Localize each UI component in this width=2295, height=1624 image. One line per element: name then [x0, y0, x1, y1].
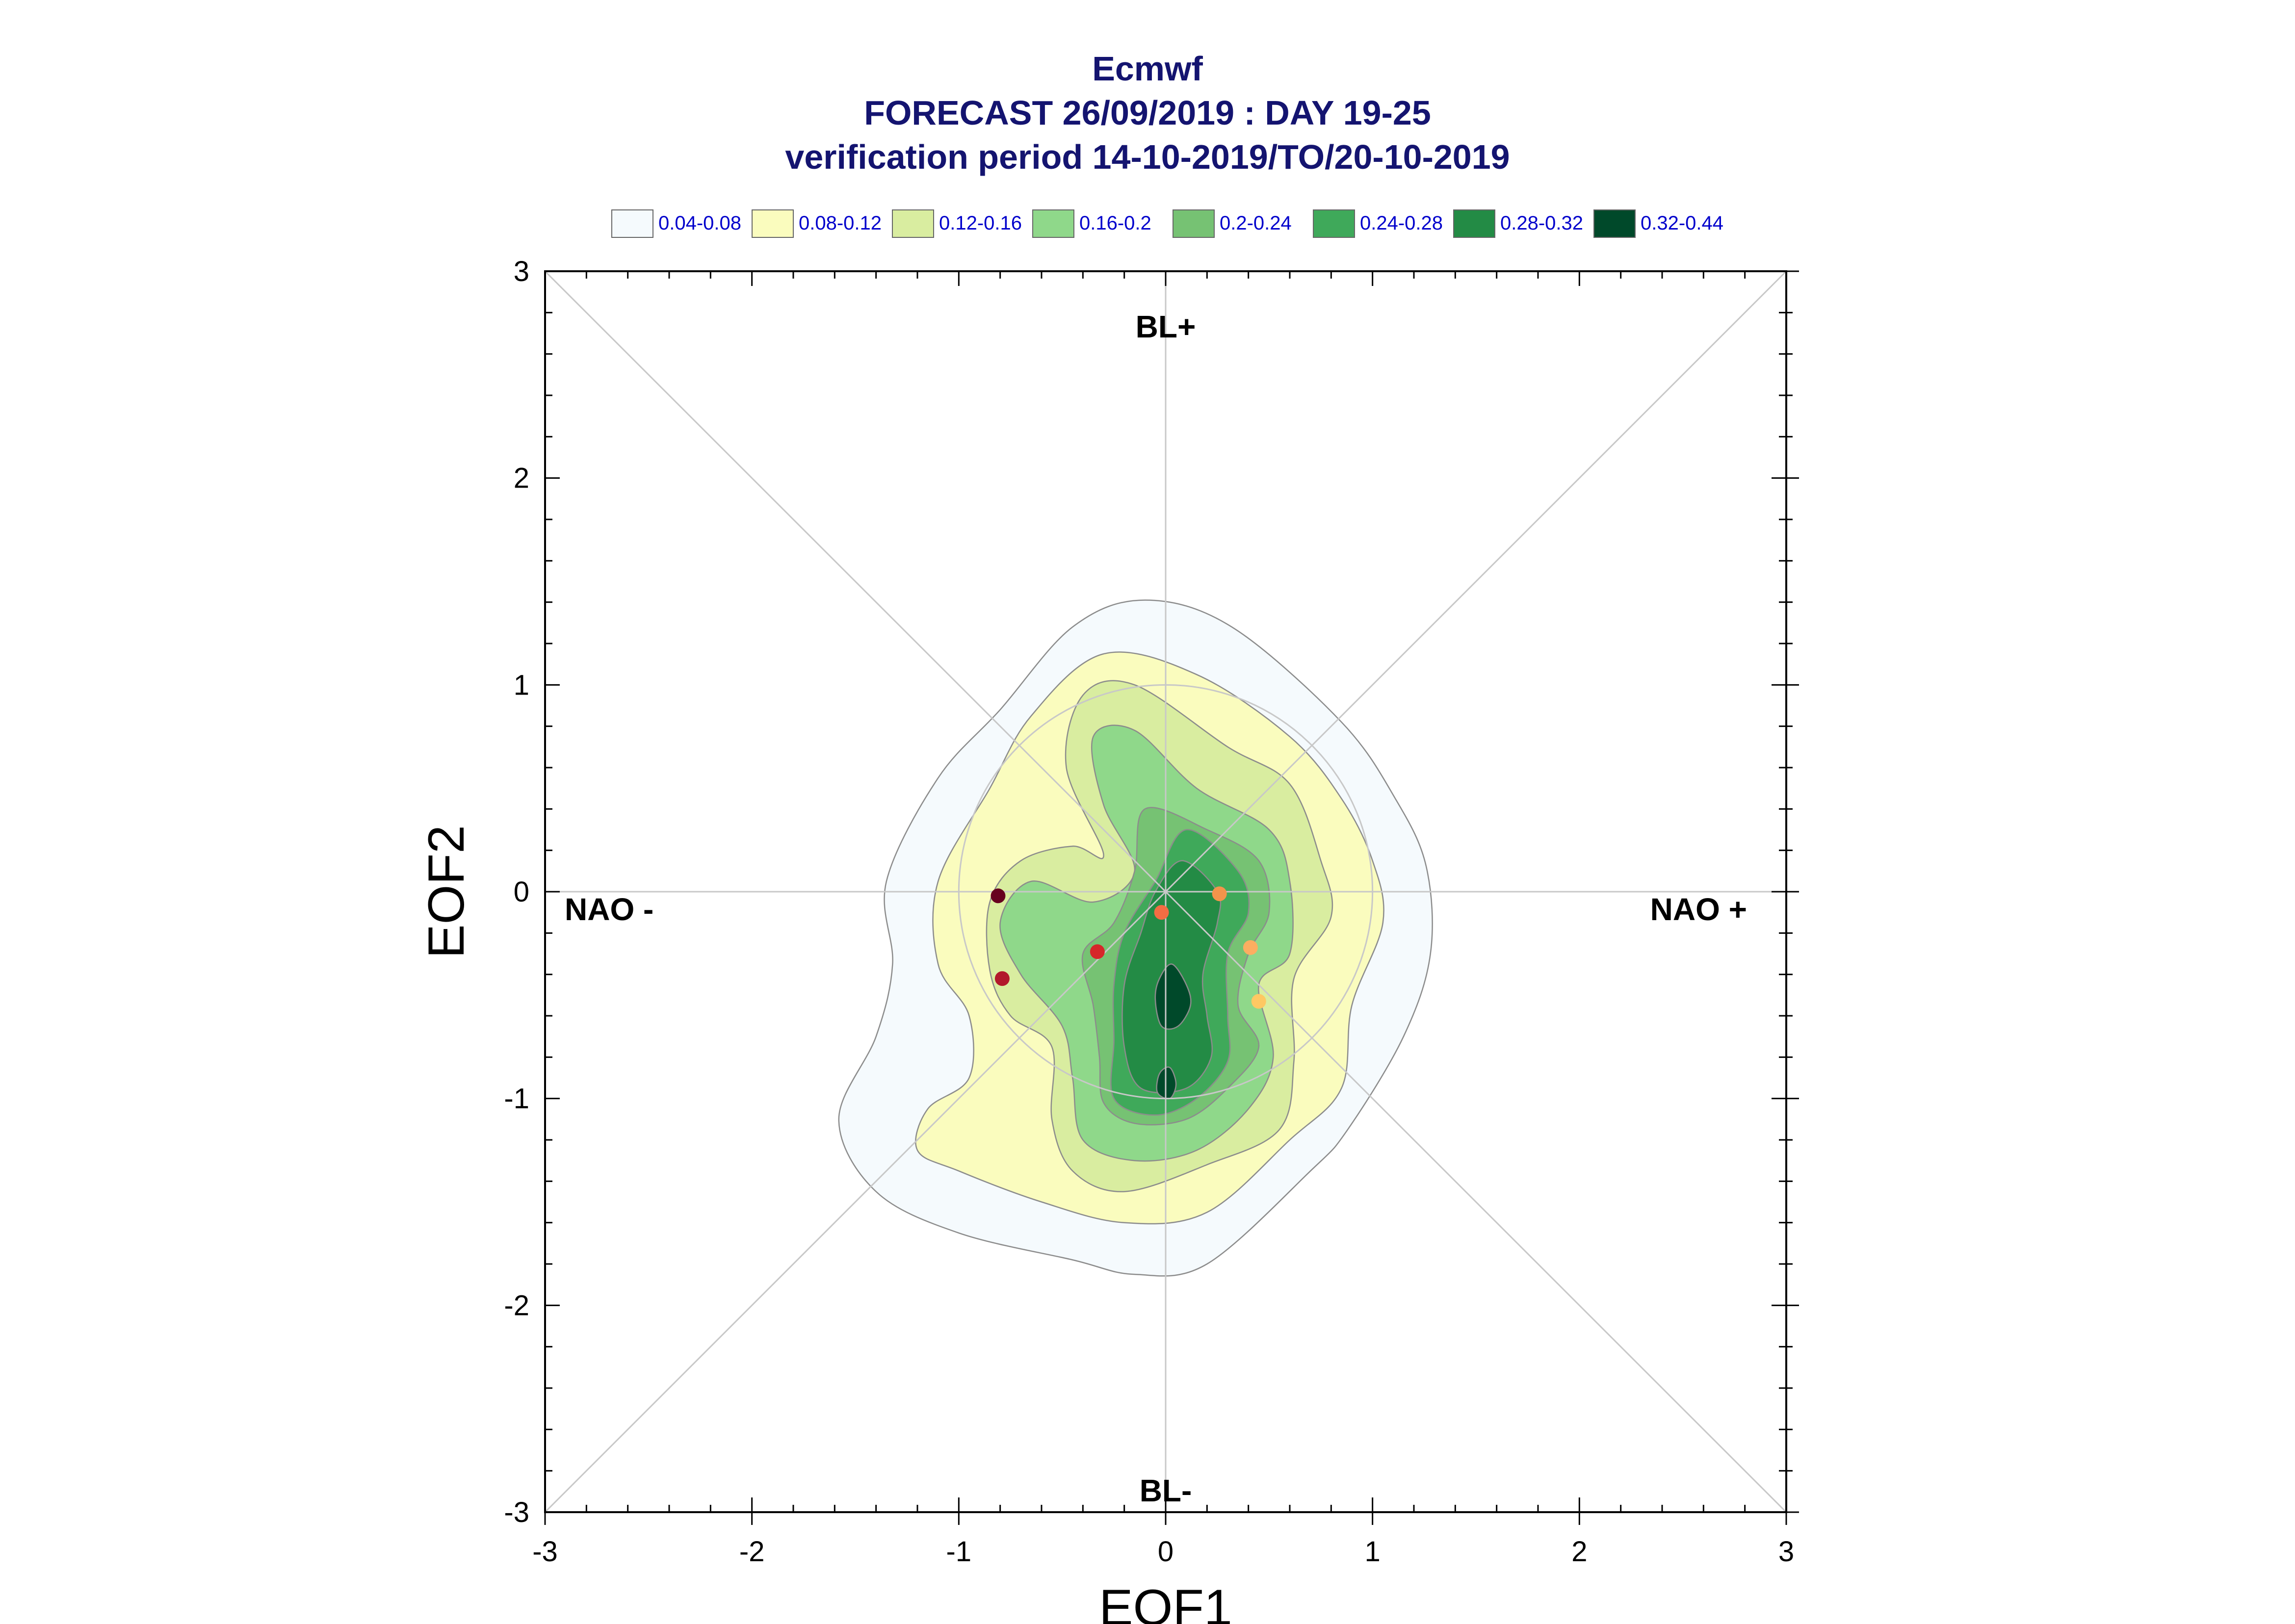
x-tick-label: -2	[739, 1536, 765, 1568]
regime-label-bl-plus: BL+	[1136, 309, 1196, 344]
ensemble-point	[1090, 944, 1105, 959]
regime-label-nao-minus: NAO -	[565, 892, 653, 927]
x-axis-title: EOF1	[1099, 1579, 1232, 1624]
y-tick-label: -2	[504, 1289, 529, 1321]
grid-lines	[544, 270, 1787, 1513]
unit-circle	[958, 684, 1374, 1100]
y-axis-title: EOF2	[418, 825, 475, 958]
y-tick-label: 2	[514, 463, 529, 494]
regime-label-nao-plus: NAO +	[1650, 892, 1747, 927]
x-tick-label: -1	[946, 1536, 972, 1568]
ensemble-points	[991, 886, 1266, 1009]
legend: 0.04-0.08 0.08-0.12 0.12-0.16 0.16-0.2 0…	[611, 208, 1789, 240]
y-tick-label: 3	[514, 256, 529, 287]
legend-label: 0.08-0.12	[799, 212, 882, 234]
legend-swatch	[1313, 209, 1355, 238]
title-line-1: Ecmwf	[1092, 50, 1203, 88]
legend-swatch	[752, 209, 794, 238]
ensemble-point	[1212, 886, 1227, 902]
x-tick-label: -3	[532, 1536, 558, 1568]
legend-swatch	[1032, 209, 1074, 238]
axis-ticks	[544, 270, 1799, 1525]
ensemble-point	[991, 888, 1006, 903]
y-tick-label: 1	[514, 669, 529, 701]
legend-swatch	[611, 209, 653, 238]
ensemble-point	[1243, 940, 1258, 955]
regime-label-bl-minus: BL-	[1140, 1473, 1192, 1508]
legend-swatch	[892, 209, 934, 238]
x-tick-label: 0	[1158, 1536, 1174, 1568]
ensemble-point	[1154, 905, 1169, 920]
legend-swatch	[1593, 209, 1636, 238]
x-tick-label: 1	[1365, 1536, 1381, 1568]
chart-title: Ecmwf FORECAST 26/09/2019 : DAY 19-25 ve…	[0, 47, 2295, 179]
legend-swatch	[1173, 209, 1215, 238]
x-tick-label: 2	[1571, 1536, 1587, 1568]
ensemble-point	[1251, 994, 1266, 1009]
density-contour	[1154, 963, 1192, 1030]
legend-swatch	[1453, 209, 1495, 238]
y-tick-label: -1	[504, 1083, 529, 1115]
legend-label: 0.16-0.2	[1079, 212, 1151, 234]
axis-labels: -3 -2 -1 0 1 2 3 -3 -2 -1 0 1 2 3	[504, 256, 1794, 1568]
title-line-2: FORECAST 26/09/2019 : DAY 19-25	[864, 94, 1431, 132]
legend-label: 0.28-0.32	[1500, 212, 1584, 234]
legend-label: 0.24-0.28	[1360, 212, 1443, 234]
x-tick-label: 3	[1778, 1536, 1794, 1568]
ensemble-point	[994, 971, 1010, 986]
y-tick-label: -3	[504, 1496, 529, 1528]
legend-label: 0.2-0.24	[1220, 212, 1292, 234]
y-tick-label: 0	[514, 876, 529, 908]
title-line-3: verification period 14-10-2019/TO/20-10-…	[785, 138, 1510, 176]
legend-label: 0.12-0.16	[939, 212, 1022, 234]
legend-label: 0.04-0.08	[658, 212, 742, 234]
legend-label: 0.32-0.44	[1641, 212, 1724, 234]
density-contours	[838, 599, 1433, 1277]
